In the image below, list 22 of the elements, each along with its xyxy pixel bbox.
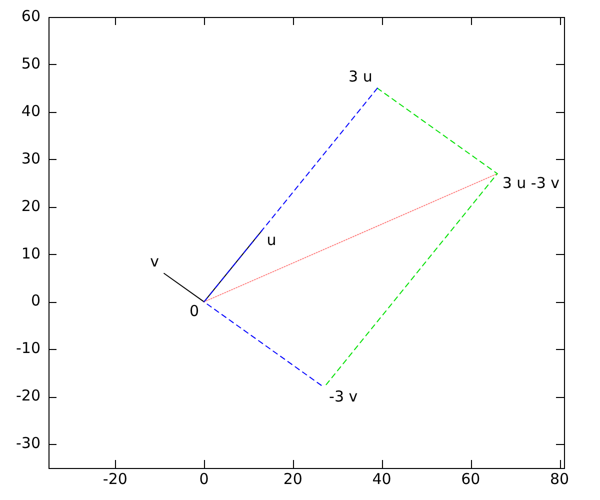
- x-tick-label: 20: [283, 470, 302, 488]
- y-tick-label: -20: [16, 386, 40, 405]
- x-tick-label: -20: [102, 470, 128, 488]
- y-tick-label: 0: [30, 292, 40, 310]
- y-tick-label: 50: [21, 54, 40, 72]
- y-tick-label: 10: [21, 244, 40, 262]
- x-tick-label: 0: [199, 470, 209, 488]
- y-tick-label: 60: [21, 6, 40, 25]
- y-tick-label: -10: [16, 339, 40, 358]
- x-tick-label: 80: [550, 470, 570, 488]
- y-tick-label: 30: [21, 149, 40, 168]
- annotation: v: [150, 252, 160, 271]
- annotation: 3 u -3 v: [502, 174, 560, 192]
- y-tick-label: 40: [21, 102, 40, 120]
- annotation: 3 u: [348, 68, 372, 86]
- y-tick-label: -30: [16, 434, 40, 452]
- annotation: 0: [189, 302, 200, 320]
- y-tick-label: 20: [21, 196, 40, 215]
- x-tick-label: 60: [461, 470, 480, 488]
- annotation: -3 v: [329, 388, 358, 406]
- annotation: u: [266, 231, 276, 250]
- x-tick-label: 40: [372, 470, 392, 488]
